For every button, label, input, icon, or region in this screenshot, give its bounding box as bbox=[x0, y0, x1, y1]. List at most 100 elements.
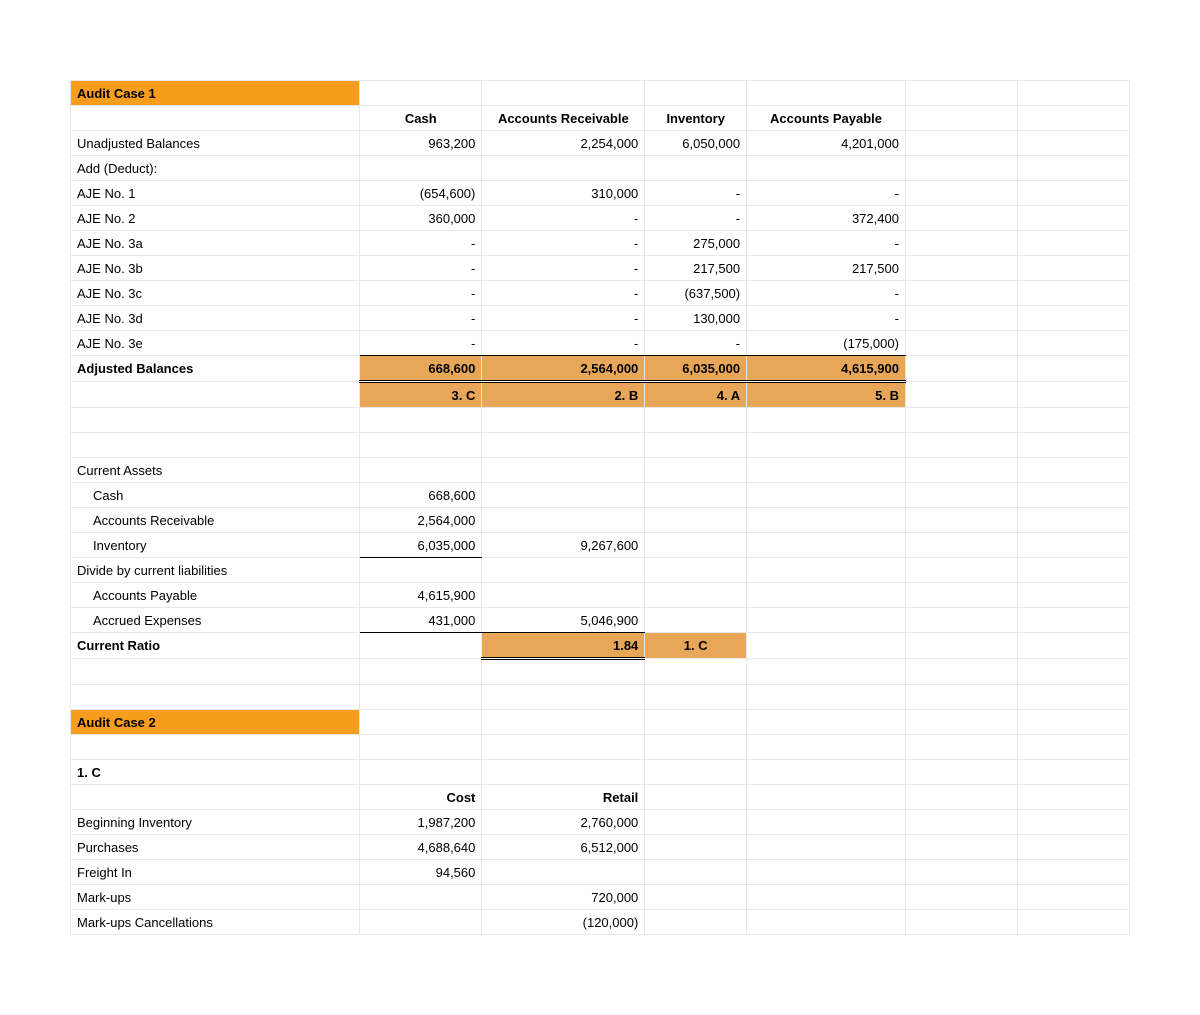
cell: 2,254,000 bbox=[482, 131, 645, 156]
row-purch: Purchases 4,688,640 6,512,000 bbox=[71, 835, 1130, 860]
row-answers: 3. C 2. B 4. A 5. B bbox=[71, 382, 1130, 408]
hdr-inv: Inventory bbox=[645, 106, 747, 131]
case2-title: Audit Case 2 bbox=[71, 710, 360, 735]
row-aje3c: AJE No. 3c - - (637,500) - bbox=[71, 281, 1130, 306]
row-adjusted: Adjusted Balances 668,600 2,564,000 6,03… bbox=[71, 356, 1130, 382]
cell: 217,500 bbox=[645, 256, 747, 281]
hdr-ar: Accounts Receivable bbox=[482, 106, 645, 131]
row-aje3d: AJE No. 3d - - 130,000 - bbox=[71, 306, 1130, 331]
label: AJE No. 3a bbox=[71, 231, 360, 256]
row-ratio: Current Ratio 1.84 1. C bbox=[71, 633, 1130, 659]
answer: 4. A bbox=[645, 382, 747, 408]
cell: - bbox=[645, 331, 747, 356]
hdr-cost: Cost bbox=[360, 785, 482, 810]
label: Accounts Receivable bbox=[71, 508, 360, 533]
row-aje3e: AJE No. 3e - - - (175,000) bbox=[71, 331, 1130, 356]
label: AJE No. 2 bbox=[71, 206, 360, 231]
answer: 3. C bbox=[360, 382, 482, 408]
cell: - bbox=[645, 181, 747, 206]
cell: 275,000 bbox=[645, 231, 747, 256]
row-current-assets-hdr: Current Assets bbox=[71, 458, 1130, 483]
cell: 6,512,000 bbox=[482, 835, 645, 860]
cell: 4,615,900 bbox=[360, 583, 482, 608]
label: Add (Deduct): bbox=[71, 156, 360, 181]
cell: 4,688,640 bbox=[360, 835, 482, 860]
cell: 6,035,000 bbox=[360, 533, 482, 558]
row-ca-ar: Accounts Receivable 2,564,000 bbox=[71, 508, 1130, 533]
cell: - bbox=[360, 306, 482, 331]
cell: 2,564,000 bbox=[482, 356, 645, 382]
label: Accrued Expenses bbox=[71, 608, 360, 633]
row-aje2: AJE No. 2 360,000 - - 372,400 bbox=[71, 206, 1130, 231]
label: Current Assets bbox=[71, 458, 360, 483]
case1-title-row: Audit Case 1 bbox=[71, 81, 1130, 106]
hdr-cash: Cash bbox=[360, 106, 482, 131]
label: Accounts Payable bbox=[71, 583, 360, 608]
row-add-deduct: Add (Deduct): bbox=[71, 156, 1130, 181]
cell: - bbox=[645, 206, 747, 231]
cell-total: 9,267,600 bbox=[482, 533, 645, 558]
row-cl-ap: Accounts Payable 4,615,900 bbox=[71, 583, 1130, 608]
cell: (175,000) bbox=[747, 331, 906, 356]
label: Divide by current liabilities bbox=[71, 558, 360, 583]
case2-col-headers: Cost Retail bbox=[71, 785, 1130, 810]
row-aje3b: AJE No. 3b - - 217,500 217,500 bbox=[71, 256, 1130, 281]
cell: - bbox=[482, 306, 645, 331]
row-mcancel: Mark-ups Cancellations (120,000) bbox=[71, 910, 1130, 935]
row-ca-cash: Cash 668,600 bbox=[71, 483, 1130, 508]
case1-col-headers: Cash Accounts Receivable Inventory Accou… bbox=[71, 106, 1130, 131]
cell: 1,987,200 bbox=[360, 810, 482, 835]
cell: 668,600 bbox=[360, 356, 482, 382]
label: Beginning Inventory bbox=[71, 810, 360, 835]
answer: 2. B bbox=[482, 382, 645, 408]
label: Unadjusted Balances bbox=[71, 131, 360, 156]
cell: 720,000 bbox=[482, 885, 645, 910]
cell: 2,760,000 bbox=[482, 810, 645, 835]
label: Cash bbox=[71, 483, 360, 508]
label: Inventory bbox=[71, 533, 360, 558]
cell: - bbox=[747, 181, 906, 206]
ratio-value: 1.84 bbox=[482, 633, 645, 659]
label: 1. C bbox=[71, 760, 360, 785]
row-unadjusted: Unadjusted Balances 963,200 2,254,000 6,… bbox=[71, 131, 1130, 156]
cell: - bbox=[482, 281, 645, 306]
label: Purchases bbox=[71, 835, 360, 860]
label: AJE No. 3b bbox=[71, 256, 360, 281]
cell: (654,600) bbox=[360, 181, 482, 206]
hdr-retail: Retail bbox=[482, 785, 645, 810]
cell: - bbox=[482, 231, 645, 256]
cell: 310,000 bbox=[482, 181, 645, 206]
label: AJE No. 3e bbox=[71, 331, 360, 356]
row-aje3a: AJE No. 3a - - 275,000 - bbox=[71, 231, 1130, 256]
row-div-liab: Divide by current liabilities bbox=[71, 558, 1130, 583]
cell: 431,000 bbox=[360, 608, 482, 633]
hdr-ap: Accounts Payable bbox=[747, 106, 906, 131]
row-ca-inv: Inventory 6,035,000 9,267,600 bbox=[71, 533, 1130, 558]
label: Mark-ups bbox=[71, 885, 360, 910]
row-beginv: Beginning Inventory 1,987,200 2,760,000 bbox=[71, 810, 1130, 835]
label: Freight In bbox=[71, 860, 360, 885]
cell: - bbox=[360, 256, 482, 281]
case2-q: 1. C bbox=[71, 760, 1130, 785]
cell: 217,500 bbox=[747, 256, 906, 281]
cell: 360,000 bbox=[360, 206, 482, 231]
cell: 94,560 bbox=[360, 860, 482, 885]
cell: - bbox=[482, 256, 645, 281]
row-aje1: AJE No. 1 (654,600) 310,000 - - bbox=[71, 181, 1130, 206]
cell: - bbox=[747, 281, 906, 306]
cell: - bbox=[482, 331, 645, 356]
label: Adjusted Balances bbox=[71, 356, 360, 382]
cell: 963,200 bbox=[360, 131, 482, 156]
ratio-answer: 1. C bbox=[645, 633, 747, 659]
cell: - bbox=[747, 231, 906, 256]
spreadsheet-table: Audit Case 1 Cash Accounts Receivable In… bbox=[70, 80, 1130, 935]
cell: 4,201,000 bbox=[747, 131, 906, 156]
cell: - bbox=[360, 281, 482, 306]
cell: - bbox=[360, 331, 482, 356]
cell: 372,400 bbox=[747, 206, 906, 231]
cell: (637,500) bbox=[645, 281, 747, 306]
case1-title: Audit Case 1 bbox=[71, 81, 360, 106]
answer: 5. B bbox=[747, 382, 906, 408]
label: AJE No. 3d bbox=[71, 306, 360, 331]
cell: 6,050,000 bbox=[645, 131, 747, 156]
